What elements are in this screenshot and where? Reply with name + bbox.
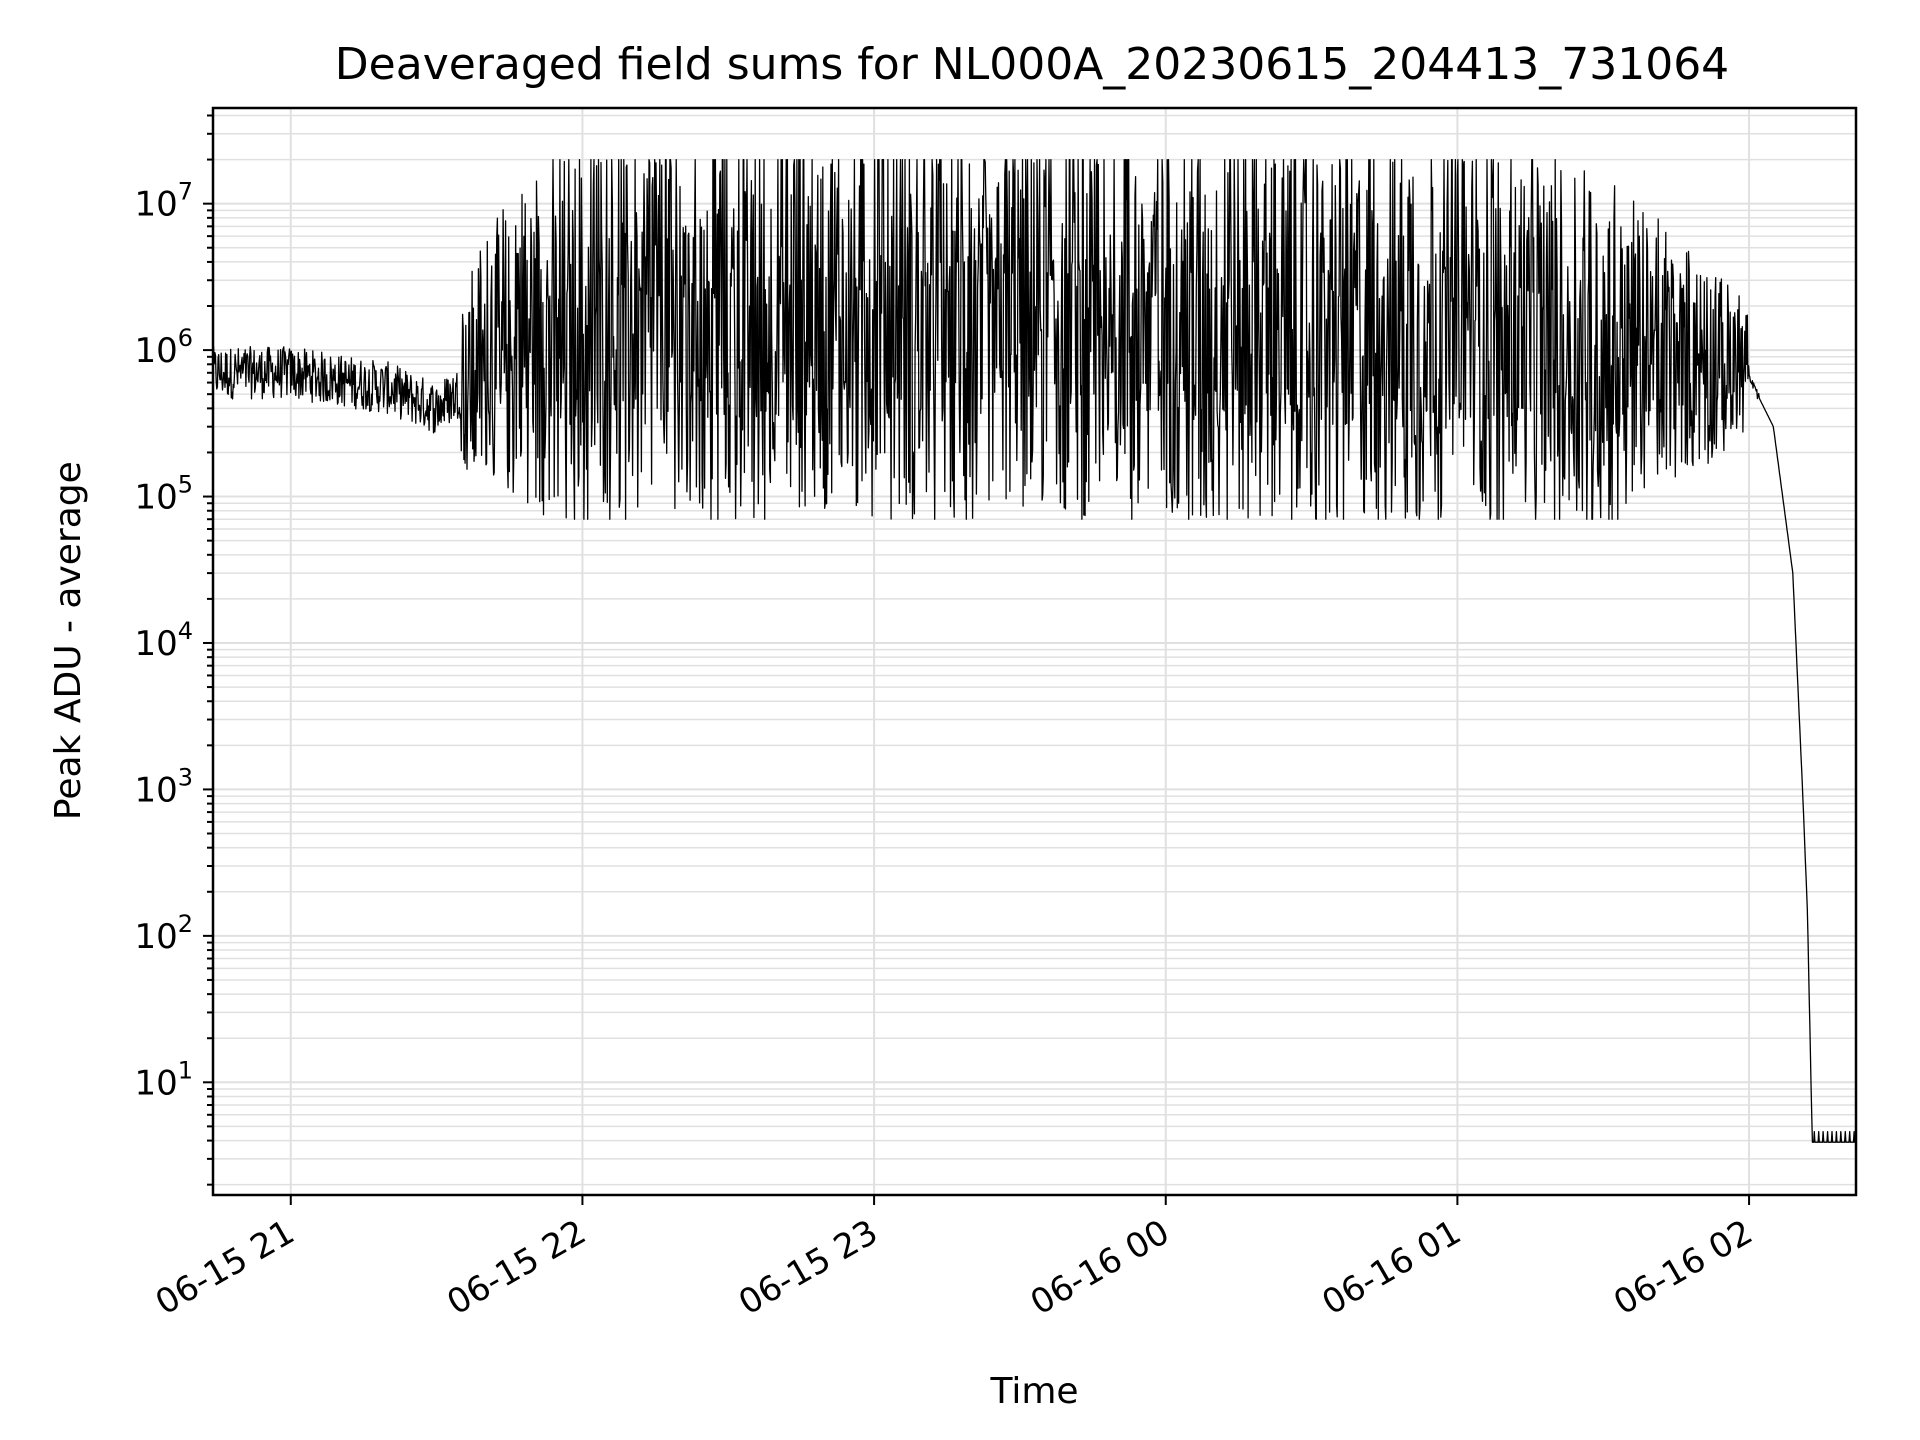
y-tick-exponent: 4 <box>178 617 193 645</box>
y-tick-exponent: 2 <box>178 910 193 938</box>
data-line <box>212 158 1857 1143</box>
y-tick-exponent: 6 <box>178 324 193 352</box>
y-tick-label: 102 <box>134 910 193 957</box>
y-tick-exponent: 7 <box>178 178 193 206</box>
y-tick-exponent: 5 <box>178 471 193 499</box>
y-axis-label: Peak ADU - average <box>48 461 89 820</box>
plot-frame <box>211 106 1858 1197</box>
chart-title: Deaveraged field sums for NL000A_2023061… <box>335 39 1729 90</box>
y-tick-exponent: 3 <box>178 763 193 791</box>
y-tick-exponent: 1 <box>178 1056 193 1084</box>
x-axis-label: Time <box>989 1371 1078 1412</box>
y-tick-label: 105 <box>134 471 193 518</box>
data-line-group <box>212 158 1857 1143</box>
